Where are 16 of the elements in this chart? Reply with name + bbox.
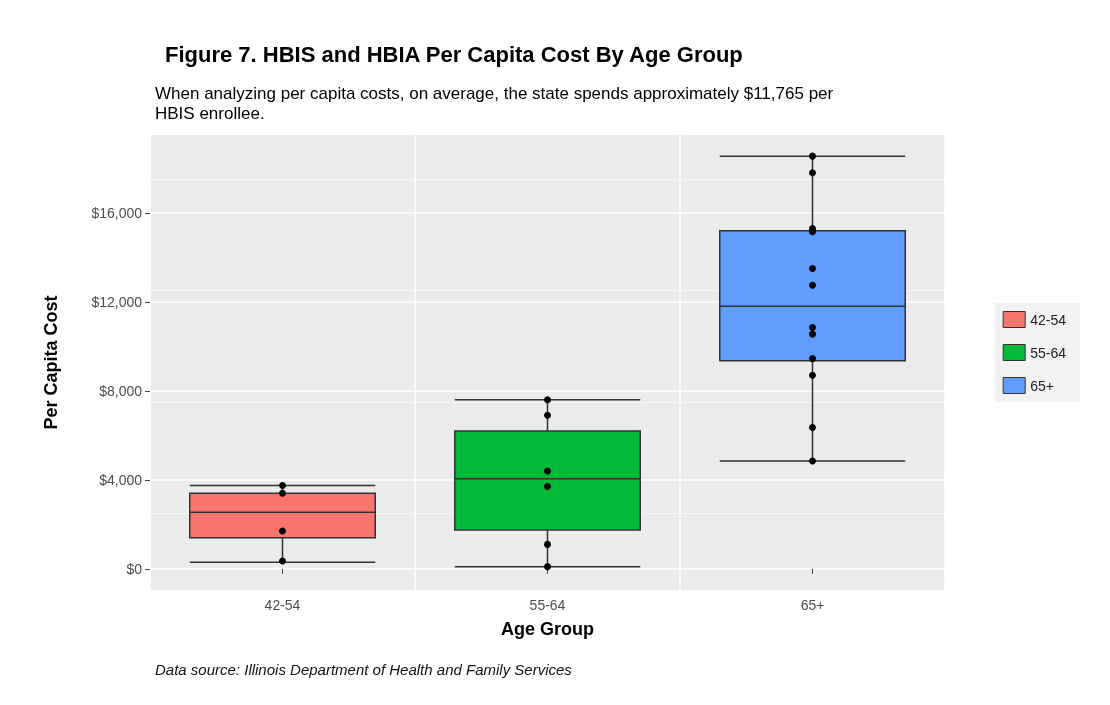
y-axis-title: Per Capita Cost <box>41 295 61 430</box>
y-tick-label: $0 <box>126 560 143 577</box>
y-tick-label: $12,000 <box>91 293 143 310</box>
legend-label: 42-54 <box>1030 311 1067 328</box>
x-tick-label: 55-64 <box>529 597 566 613</box>
chart-title: Figure 7. HBIS and HBIA Per Capita Cost By Age Group <box>165 41 743 67</box>
x-tick-label: 65+ <box>800 597 825 613</box>
legend-label: 65+ <box>1030 377 1054 394</box>
x-axis-title: Age Group <box>501 619 594 639</box>
legend-label: 55-64 <box>1030 344 1067 361</box>
y-tick-label: $16,000 <box>91 204 143 221</box>
y-tick-label: $8,000 <box>99 382 143 399</box>
source-note: Data source: Illinois Department of Health and Family Services <box>155 661 573 678</box>
chart-subtitle: When analyzing per capita costs, on average, the state spends approximately $11,765 per HBIS enrollee. <box>155 83 834 123</box>
x-tick-label: 42-54 <box>264 597 301 613</box>
y-tick-label: $4,000 <box>99 471 143 488</box>
